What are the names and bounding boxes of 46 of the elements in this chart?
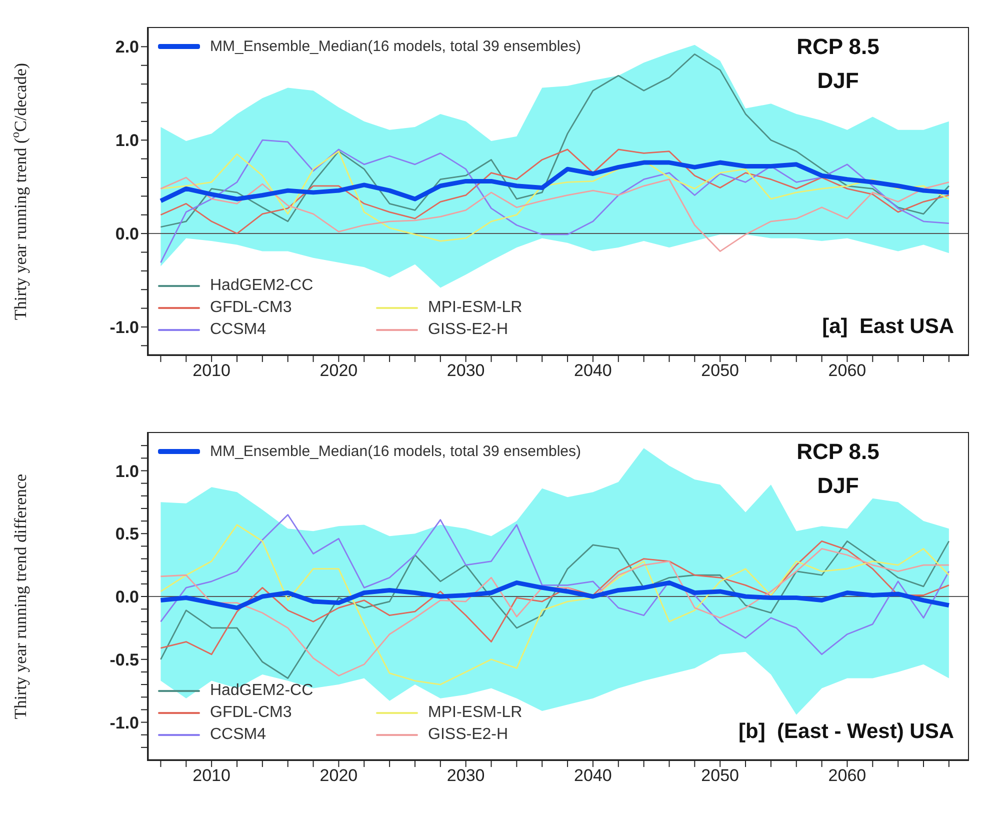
x-tick-label: 2030 (446, 766, 485, 786)
line-series (160, 53, 950, 228)
legend-label: GISS-E2-H (428, 321, 508, 339)
x-tick-label: 2030 (446, 361, 485, 380)
y-tick-label: -0.5 (110, 650, 139, 670)
x-tick-label: 2050 (701, 766, 740, 786)
legend-label: GFDL-CM3 (210, 704, 292, 722)
line-series (160, 514, 950, 656)
y-tick-label: 1.0 (115, 462, 139, 481)
annotation: DJF (816, 68, 860, 94)
legend-label: GFDL-CM3 (210, 299, 292, 317)
legend-label: HadGEM2-CC (210, 682, 314, 700)
legend-label: MM_Ensemble_Median(16 models, total 39 ensembles) (210, 443, 582, 460)
annotation: DJF (816, 473, 860, 499)
x-tick-label: 2010 (192, 766, 230, 786)
annotation: RCP 8.5 (796, 34, 880, 60)
x-tick-label: 2050 (701, 361, 740, 380)
y-tick-label: 0.0 (115, 224, 139, 244)
x-tick-label: 2040 (574, 361, 612, 380)
legend-label: MM_Ensemble_Median(16 models, total 39 ensembles) (210, 38, 582, 55)
line-series (158, 160, 952, 204)
legend-label: CCSM4 (210, 321, 266, 339)
x-tick-label: 2020 (320, 361, 358, 380)
y-tick-label: -1.0 (110, 713, 139, 732)
annotation: [a] East USA (822, 315, 954, 339)
line-series (160, 139, 950, 264)
y-tick-label: 2.0 (115, 38, 139, 57)
y-axis-title: Thirty year running trend difference (11, 474, 30, 720)
x-tick-label: 2020 (320, 766, 358, 786)
x-tick-label: 2040 (574, 766, 612, 786)
y-tick-label: -1.0 (110, 318, 139, 338)
x-tick-label: 2010 (192, 361, 230, 380)
line-series (160, 540, 950, 656)
legend-label: MPI-ESM-LR (428, 299, 522, 317)
annotation: [b] (East - West) USA (738, 720, 954, 744)
x-tick-label: 2060 (828, 766, 866, 786)
x-tick-label: 2060 (828, 361, 866, 380)
y-tick-label: 1.0 (115, 131, 139, 150)
legend-label: CCSM4 (210, 726, 266, 744)
legend-label: GISS-E2-H (428, 726, 508, 744)
y-tick-label: 0.5 (115, 524, 139, 544)
annotation: RCP 8.5 (796, 439, 880, 465)
y-tick-label: 0.0 (115, 588, 139, 607)
legend-label: MPI-ESM-LR (428, 704, 522, 722)
line-series (160, 176, 950, 252)
legend-label: HadGEM2-CC (210, 277, 314, 295)
